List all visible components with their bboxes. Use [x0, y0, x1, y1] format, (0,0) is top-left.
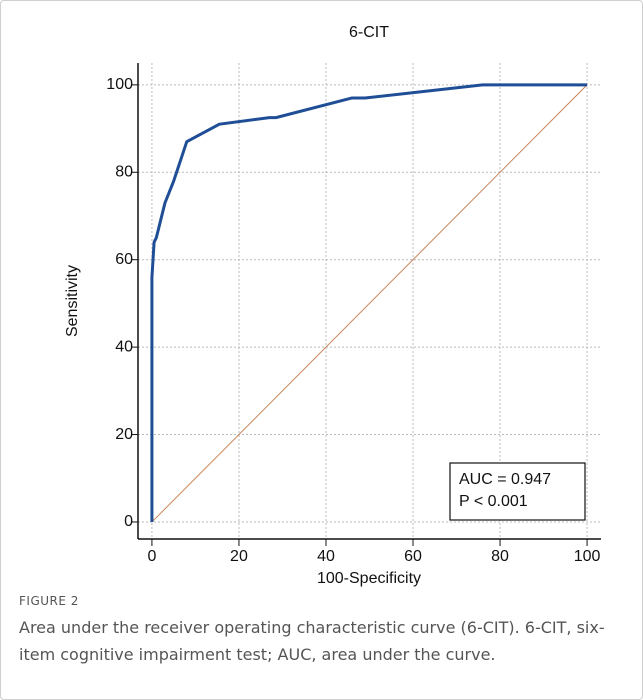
- x-tick-label: 100: [574, 548, 601, 565]
- chart: 6-CIT 100-Specificity Sensitivity 0 20 40 6…: [64, 24, 601, 587]
- y-tick-label: 0: [124, 513, 133, 530]
- roc-curve: [150, 83, 588, 522]
- x-axis-label: 100-Specificity: [317, 570, 421, 587]
- annotation-box: [449, 462, 586, 521]
- x-tick-label: 40: [317, 548, 335, 565]
- y-tick-label: 20: [115, 426, 133, 443]
- x-tick-label: 80: [491, 548, 509, 565]
- x-tick-label: 20: [230, 548, 248, 565]
- caption: FIGURE 2 Area under the receiver operati…: [19, 594, 631, 668]
- annotation: AUC = 0.947: [459, 471, 551, 488]
- reference-line: [151, 84, 588, 523]
- y-tick-label: 40: [115, 338, 133, 355]
- y-axis-label: Sensitivity: [64, 265, 81, 337]
- y-tick-label: 100: [106, 76, 133, 93]
- x-tick-label: 60: [404, 548, 422, 565]
- caption-label: FIGURE 2: [19, 594, 79, 608]
- y-tick-label: 60: [115, 251, 133, 268]
- y-tick-label: 80: [115, 163, 133, 180]
- x-tick-label: 0: [147, 548, 156, 565]
- annotation: P < 0.001: [459, 493, 528, 510]
- chart-title: 6-CIT: [349, 24, 389, 41]
- caption-text: Area under the receiver operating charac…: [19, 618, 605, 664]
